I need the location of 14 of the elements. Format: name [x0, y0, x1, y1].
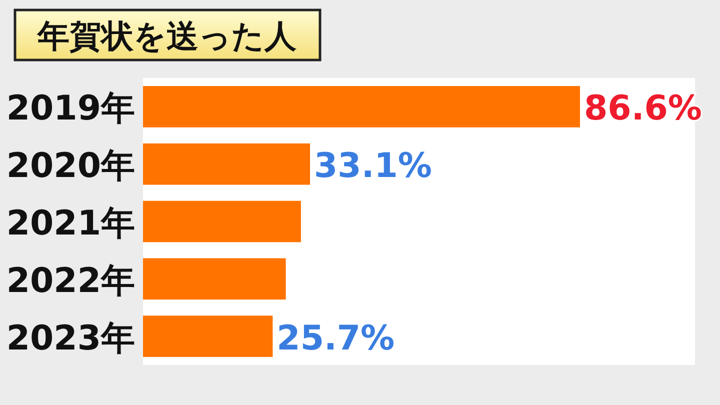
y-tick-label: 2019年	[6, 88, 135, 129]
bar	[143, 316, 273, 357]
bar	[143, 258, 286, 300]
data-label: 25.7%	[276, 318, 395, 358]
y-tick-label: 2022年	[6, 260, 135, 301]
bar	[143, 200, 301, 242]
bar	[143, 143, 310, 185]
bar	[143, 86, 580, 128]
y-tick-label: 2020年	[6, 146, 135, 186]
y-tick-label: 2023年	[6, 318, 135, 358]
data-label: 33.1%	[314, 146, 432, 186]
y-tick-label: 2021年	[6, 204, 135, 244]
data-label: 86.6%	[584, 88, 702, 129]
chart-title: 年賀状を送った人	[36, 17, 298, 55]
